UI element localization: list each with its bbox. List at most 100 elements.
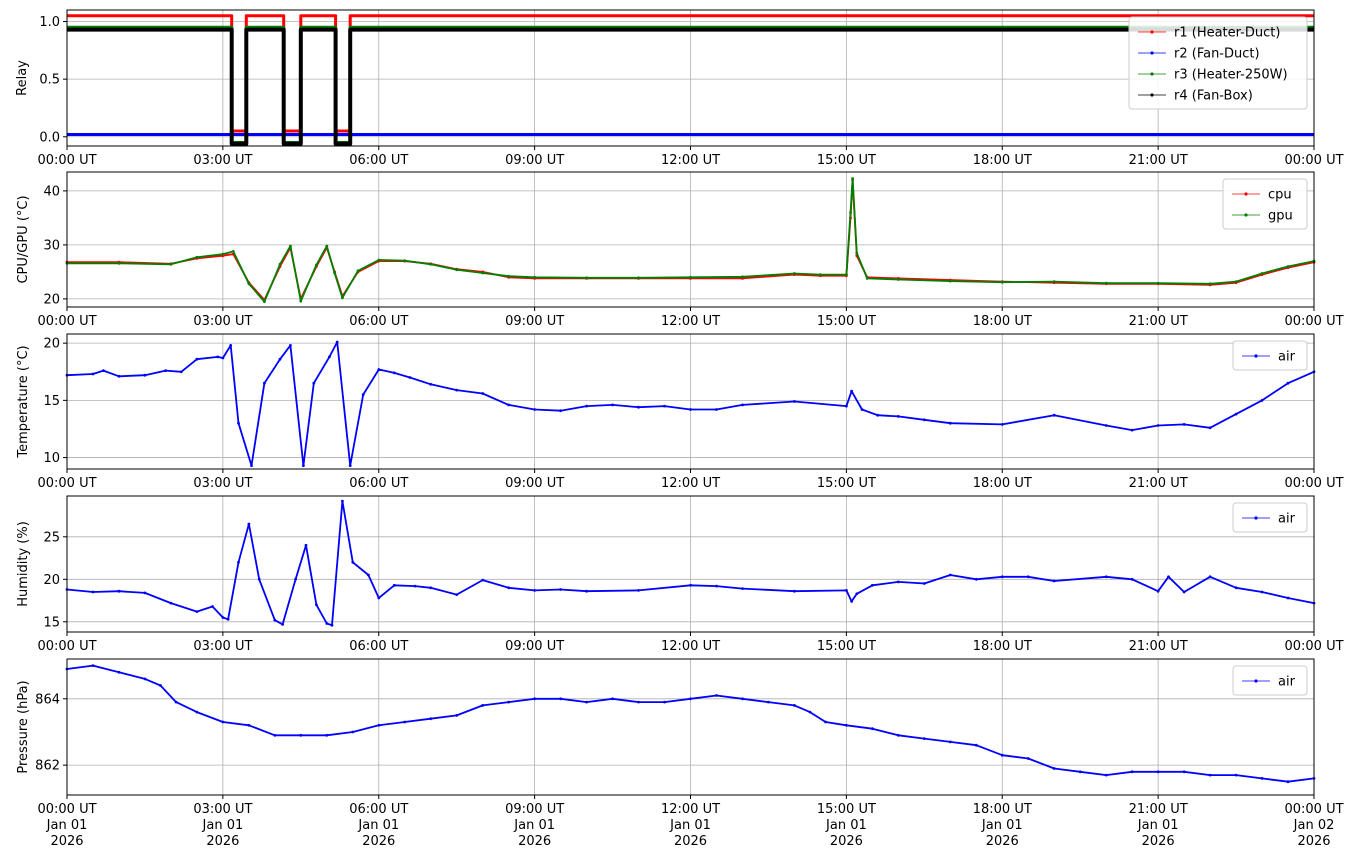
x-tick-label: 00:00 UT xyxy=(37,153,96,168)
y-tick-label: 864 xyxy=(35,692,60,707)
data-point-air xyxy=(611,697,614,701)
x-tick-date-label: Jan 02 xyxy=(1293,818,1335,833)
y-tick-label: 10 xyxy=(43,451,60,466)
data-point-gpu xyxy=(948,279,952,283)
data-point-gpu xyxy=(865,277,869,280)
data-point-air xyxy=(179,370,183,374)
data-point-air xyxy=(715,694,718,697)
data-point-air xyxy=(257,577,261,581)
data-point-air xyxy=(294,577,297,581)
x-tick-label: 06:00 UT xyxy=(349,153,408,168)
y-tick-label: 0.0 xyxy=(39,130,60,145)
data-point-air xyxy=(117,374,121,378)
data-point-air xyxy=(237,421,240,425)
data-point-air xyxy=(1052,413,1056,417)
data-point-air xyxy=(1026,575,1030,579)
y-tick-label: 40 xyxy=(43,184,60,199)
data-point-air xyxy=(351,730,355,734)
data-point-air xyxy=(263,381,266,385)
data-point-air xyxy=(250,464,253,467)
data-point-air xyxy=(793,704,796,707)
legend-label: air xyxy=(1278,675,1296,690)
data-point-air xyxy=(1208,773,1212,777)
data-point-gpu xyxy=(1104,281,1108,285)
x-tick-label: 00:00 UT xyxy=(1284,314,1343,329)
data-point-air xyxy=(330,623,334,627)
data-point-air xyxy=(164,369,168,372)
data-point-air xyxy=(585,700,588,704)
panel-2: 20 30 40 CPU/GPU (°C) 00:00 UT 03:00 UT 06:00 … xyxy=(16,171,1344,329)
data-point-air xyxy=(533,589,536,592)
data-point-air xyxy=(1000,575,1004,579)
data-point-gpu xyxy=(289,244,292,248)
x-tick-label: 15:00 UT xyxy=(817,153,876,168)
x-tick-year-label: 2026 xyxy=(518,834,551,849)
data-point-air xyxy=(302,464,305,467)
data-point-gpu xyxy=(278,262,282,266)
x-tick-label: 21:00 UT xyxy=(1129,153,1188,168)
data-point-air xyxy=(1104,773,1108,777)
data-point-air xyxy=(860,408,864,411)
x-tick-label: 15:00 UT xyxy=(817,639,876,654)
x-tick-date-label: Jan 01 xyxy=(1137,818,1179,833)
y-axis-label: Temperature (°C) xyxy=(16,345,31,458)
data-point-air xyxy=(1286,780,1290,784)
panel-4: 15 20 25 Humidity (%) 00:00 UT 03:00 UT 06:00 … xyxy=(16,495,1344,654)
data-point-air xyxy=(559,588,562,591)
data-point-air xyxy=(221,616,225,619)
data-point-gpu xyxy=(341,296,344,300)
data-point-air xyxy=(559,697,562,701)
data-point-air xyxy=(117,670,121,674)
x-tick-year-label: 2026 xyxy=(986,834,1019,849)
data-point-gpu xyxy=(1000,280,1004,284)
data-point-air xyxy=(663,700,666,704)
x-tick-year-label: 2026 xyxy=(674,834,707,849)
data-point-air xyxy=(850,389,853,393)
data-point-air xyxy=(315,603,318,607)
legend-swatch-marker xyxy=(1244,213,1248,217)
series-group xyxy=(65,340,1316,467)
x-tick-label: 18:00 UT xyxy=(973,153,1032,168)
x-tick-label: 03:00 UT xyxy=(193,639,252,654)
legend: air xyxy=(1232,665,1308,696)
data-point-air xyxy=(1052,767,1056,770)
x-tick-year-label: 2026 xyxy=(362,834,395,849)
data-point-air xyxy=(855,592,859,596)
data-point-air xyxy=(91,590,95,594)
data-point-air xyxy=(767,700,770,704)
y-axis-label: Pressure (hPa) xyxy=(16,680,31,773)
data-point-air xyxy=(715,408,718,411)
data-point-air xyxy=(922,418,926,422)
data-point-air xyxy=(1156,770,1160,774)
data-point-air xyxy=(341,499,344,503)
data-point-air xyxy=(1182,590,1186,594)
legend: air xyxy=(1232,502,1308,533)
data-point-air xyxy=(169,601,173,605)
data-point-air xyxy=(367,573,370,577)
legend-label: gpu xyxy=(1268,209,1293,224)
legend: r1 (Heater-Duct) r2 (Fan-Duct) r3 (Heater-… xyxy=(1128,16,1308,110)
data-point-air xyxy=(1078,770,1082,774)
data-point-air xyxy=(1182,423,1186,426)
data-point-gpu xyxy=(1260,272,1264,275)
data-point-air xyxy=(1026,757,1030,760)
data-point-air xyxy=(1260,590,1264,594)
y-tick-label: 15 xyxy=(43,615,60,630)
legend-box xyxy=(1232,665,1308,696)
legend-label: air xyxy=(1278,350,1296,365)
data-point-gpu xyxy=(263,300,266,303)
data-point-air xyxy=(871,583,874,587)
data-point-air xyxy=(312,381,316,385)
data-point-gpu xyxy=(481,271,485,275)
x-tick-label: 06:00 UT xyxy=(349,639,408,654)
x-tick-label: 09:00 UT xyxy=(505,153,564,168)
y-axis-label: Relay xyxy=(15,60,30,96)
data-point-gpu xyxy=(221,252,225,256)
x-tick-label: 12:00 UT xyxy=(661,153,720,168)
data-point-air xyxy=(216,355,220,359)
legend-box xyxy=(1232,502,1308,533)
legend-label: r2 (Fan-Duct) xyxy=(1174,47,1260,62)
x-tick-label: 09:00 UT xyxy=(505,639,564,654)
data-point-air xyxy=(247,723,251,727)
data-point-air xyxy=(348,464,352,467)
